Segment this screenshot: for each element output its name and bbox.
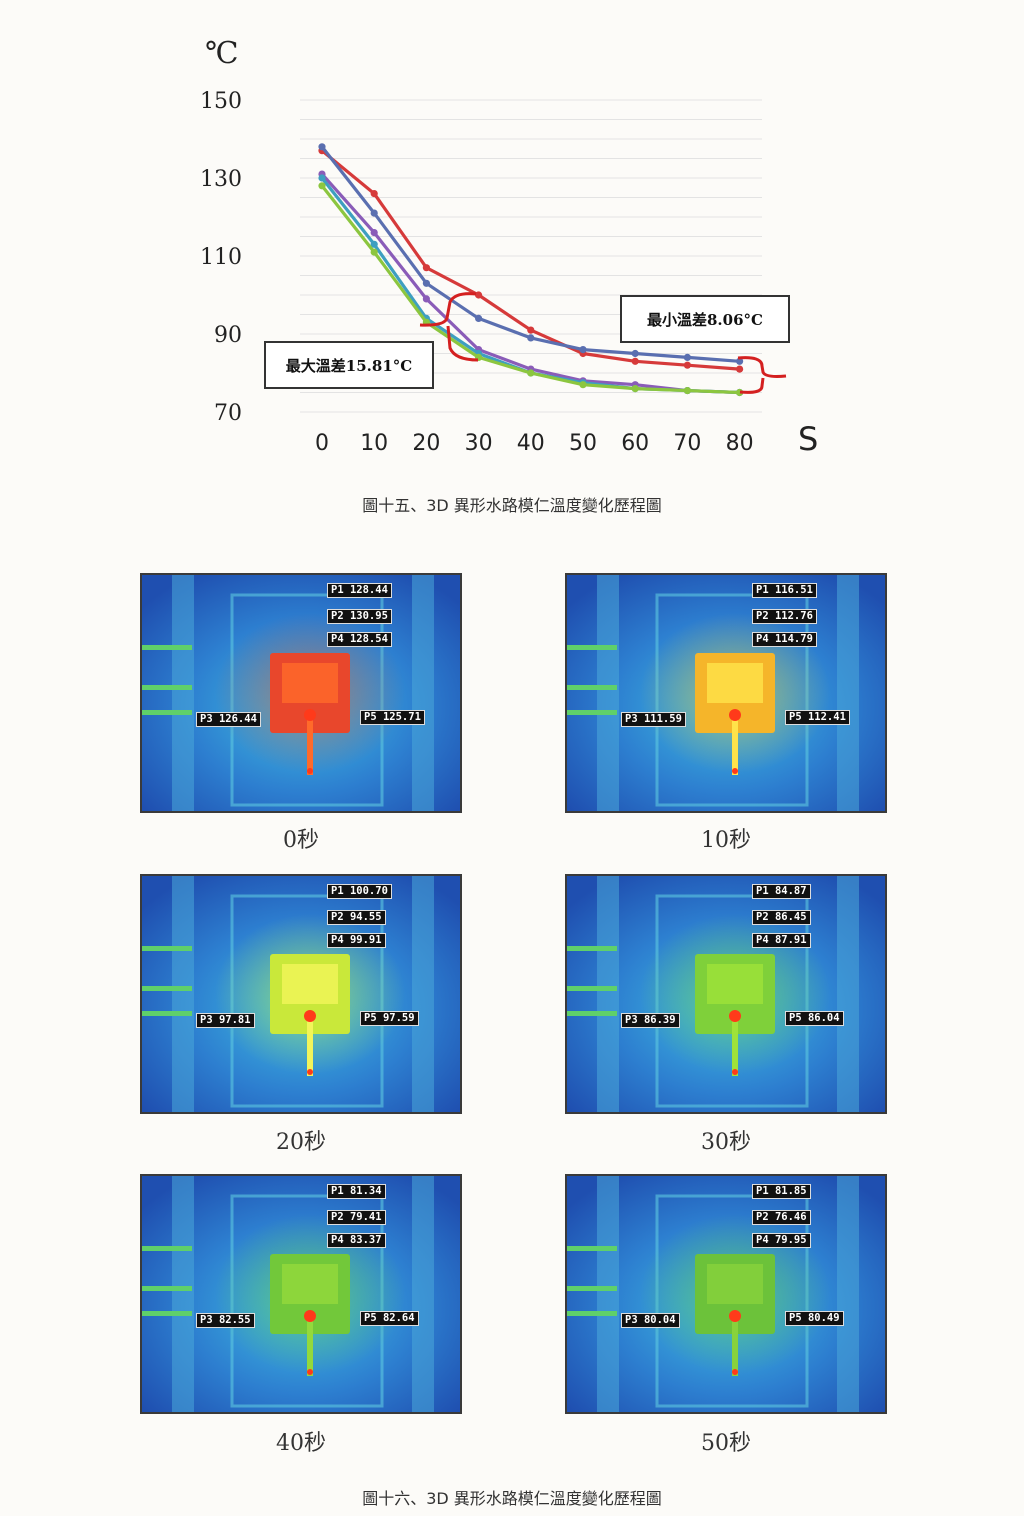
p3-reading: P3 111.59 — [621, 712, 686, 727]
p5-reading: P5 125.71 — [360, 710, 425, 725]
p4-reading: P4 87.91 — [752, 933, 811, 948]
x-tick-label: 40 — [517, 431, 545, 456]
data-point — [527, 369, 535, 377]
p4-reading: P4 83.37 — [327, 1233, 386, 1248]
min-temp-diff-annotation: 最小溫差8.06°C — [620, 295, 790, 343]
thermal-image: P1 116.51 P2 112.76 P4 114.79 P3 111.59 P5 1… — [565, 573, 887, 813]
p3-reading: P3 86.39 — [621, 1013, 680, 1028]
thermal-image: P1 84.87 P2 86.45 P4 87.91 P3 86.39 P5 86.04 — [565, 874, 887, 1114]
time-label: 10秒 — [701, 828, 751, 853]
x-tick-label: 50 — [569, 431, 597, 456]
time-label: 50秒 — [701, 1431, 751, 1456]
p5-reading: P5 82.64 — [360, 1311, 419, 1326]
x-tick-label: 80 — [726, 431, 754, 456]
data-point — [736, 357, 744, 365]
x-axis-label: S — [798, 420, 819, 458]
p3-reading: P3 80.04 — [621, 1313, 680, 1328]
data-point — [318, 143, 326, 151]
p5-reading: P5 112.41 — [785, 710, 850, 725]
data-point — [370, 190, 378, 198]
data-point — [631, 385, 639, 393]
x-tick-label: 0 — [315, 431, 329, 456]
x-tick-label: 60 — [621, 431, 649, 456]
data-point — [370, 229, 378, 237]
data-point — [579, 381, 587, 389]
data-point — [475, 314, 483, 322]
y-tick-label: 90 — [214, 323, 242, 348]
p5-reading: P5 97.59 — [360, 1011, 419, 1026]
data-point — [631, 357, 639, 365]
figure-15-caption: 圖十五、3D 異形水路模仁溫度變化歷程圖 — [362, 496, 662, 515]
p3-reading: P3 126.44 — [196, 712, 261, 727]
data-point — [579, 346, 587, 354]
p4-reading: P4 99.91 — [327, 933, 386, 948]
p2-reading: P2 76.46 — [752, 1210, 811, 1225]
p2-reading: P2 94.55 — [327, 910, 386, 925]
data-point — [422, 295, 430, 303]
data-point — [631, 349, 639, 358]
chart-plot: 70 90 110 130 150 0 10 20 30 40 50 60 70 80 — [200, 89, 787, 456]
data-point — [370, 209, 378, 217]
p4-reading: P4 128.54 — [327, 632, 392, 647]
p3-reading: P3 82.55 — [196, 1313, 255, 1328]
data-point — [683, 353, 692, 361]
x-tick-label: 20 — [412, 431, 440, 456]
p4-reading: P4 114.79 — [752, 632, 817, 647]
p5-reading: P5 80.49 — [785, 1311, 844, 1326]
y-tick-label: 150 — [200, 89, 242, 114]
figure-16-caption: 圖十六、3D 異形水路模仁溫度變化歷程圖 — [362, 1489, 662, 1508]
time-label: 20秒 — [276, 1130, 326, 1155]
data-point — [370, 248, 378, 256]
p4-reading: P4 79.95 — [752, 1233, 811, 1248]
data-point — [527, 326, 535, 334]
data-point — [422, 264, 430, 272]
p1-reading: P1 116.51 — [752, 583, 817, 598]
max-temp-diff-annotation: 最大溫差15.81°C — [264, 341, 434, 389]
p2-reading: P2 112.76 — [752, 609, 817, 624]
time-label: 30秒 — [701, 1130, 751, 1155]
y-tick-label: 110 — [200, 245, 242, 270]
x-tick-label: 10 — [360, 431, 388, 456]
time-label: 0秒 — [283, 828, 319, 853]
time-label: 40秒 — [276, 1431, 326, 1456]
max-diff-brace — [419, 292, 479, 362]
thermal-image: P1 128.44 P2 130.95 P4 128.54 P3 126.44 P5 1… — [140, 573, 462, 813]
p1-reading: P1 100.70 — [327, 884, 392, 899]
data-point — [475, 291, 483, 299]
data-point — [736, 365, 744, 373]
p2-reading: P2 86.45 — [752, 910, 811, 925]
y-tick-label: 130 — [200, 167, 242, 192]
p1-reading: P1 128.44 — [327, 583, 392, 598]
min-diff-brace — [737, 356, 787, 394]
thermal-image: P1 100.70 P2 94.55 P4 99.91 P3 97.81 P5 97.5… — [140, 874, 462, 1114]
p5-reading: P5 86.04 — [785, 1011, 844, 1026]
thermal-image: P1 81.34 P2 79.41 P4 83.37 P3 82.55 P5 82.64 — [140, 1174, 462, 1414]
data-point — [527, 334, 535, 342]
y-axis-label: ℃ — [205, 36, 239, 71]
data-point — [318, 174, 326, 182]
y-tick-label: 70 — [214, 401, 242, 426]
data-point — [370, 240, 378, 248]
p1-reading: P1 81.85 — [752, 1184, 811, 1199]
p2-reading: P2 130.95 — [327, 609, 392, 624]
p2-reading: P2 79.41 — [327, 1210, 386, 1225]
thermal-image: P1 81.85 P2 76.46 P4 79.95 P3 80.04 P5 80.49 — [565, 1174, 887, 1414]
data-point — [683, 386, 692, 395]
x-tick-label: 70 — [673, 431, 701, 456]
temperature-line-chart: 70 90 110 130 150 0 10 20 30 40 50 60 70 80 ℃ S 最大溫差1… — [0, 0, 1024, 470]
p3-reading: P3 97.81 — [196, 1013, 255, 1028]
data-point — [422, 279, 430, 287]
p1-reading: P1 81.34 — [327, 1184, 386, 1199]
p1-reading: P1 84.87 — [752, 884, 811, 899]
x-tick-label: 30 — [465, 431, 493, 456]
data-point — [318, 182, 326, 190]
data-point — [683, 361, 692, 369]
